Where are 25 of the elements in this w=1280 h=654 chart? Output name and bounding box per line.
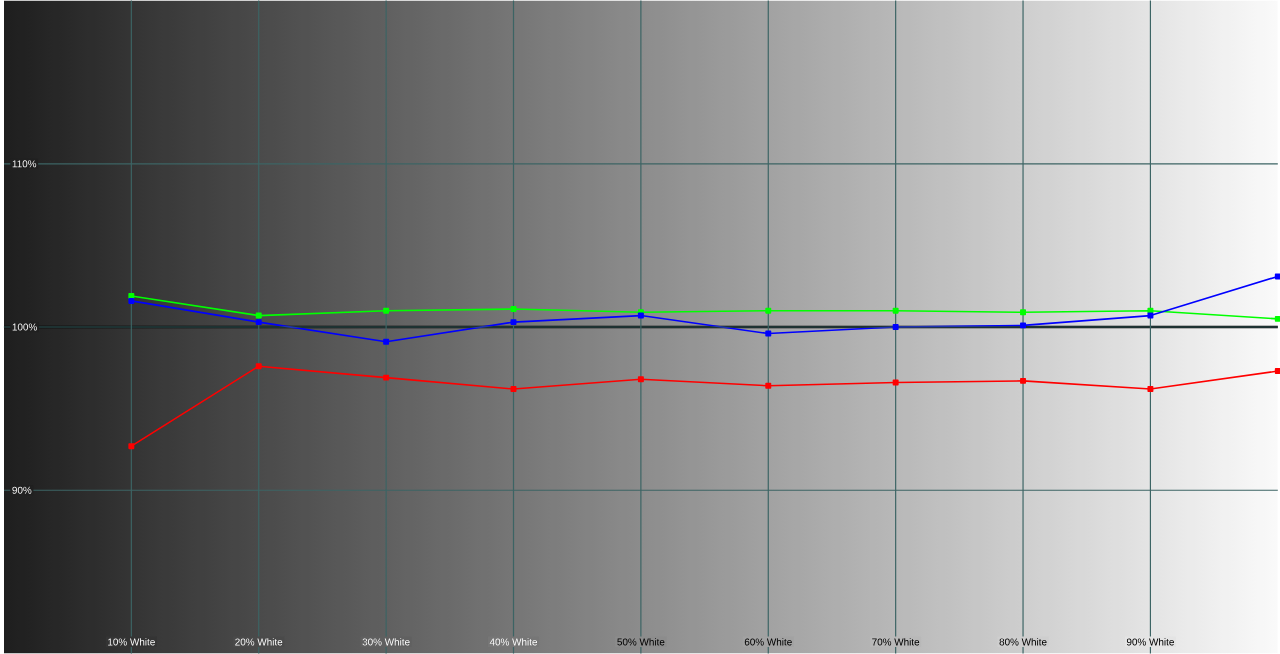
point: [255, 319, 262, 326]
point: [892, 324, 899, 330]
point: [383, 338, 390, 345]
point: [128, 297, 135, 304]
point: [383, 307, 390, 314]
point: [1147, 307, 1154, 314]
point: [1147, 312, 1154, 319]
point: [510, 306, 517, 313]
point: [637, 376, 644, 383]
point: [510, 319, 517, 326]
point: [128, 443, 135, 450]
point: [892, 379, 899, 386]
point: [255, 363, 262, 370]
point: [1020, 309, 1027, 316]
point: [510, 386, 517, 393]
point: [255, 312, 262, 319]
point: [1147, 386, 1154, 393]
point: [1020, 322, 1027, 329]
point: [892, 307, 899, 314]
point: [128, 293, 135, 299]
point: [765, 382, 772, 389]
point: [383, 374, 390, 381]
point: [1020, 377, 1027, 384]
point: [765, 307, 772, 314]
point: [765, 330, 772, 337]
